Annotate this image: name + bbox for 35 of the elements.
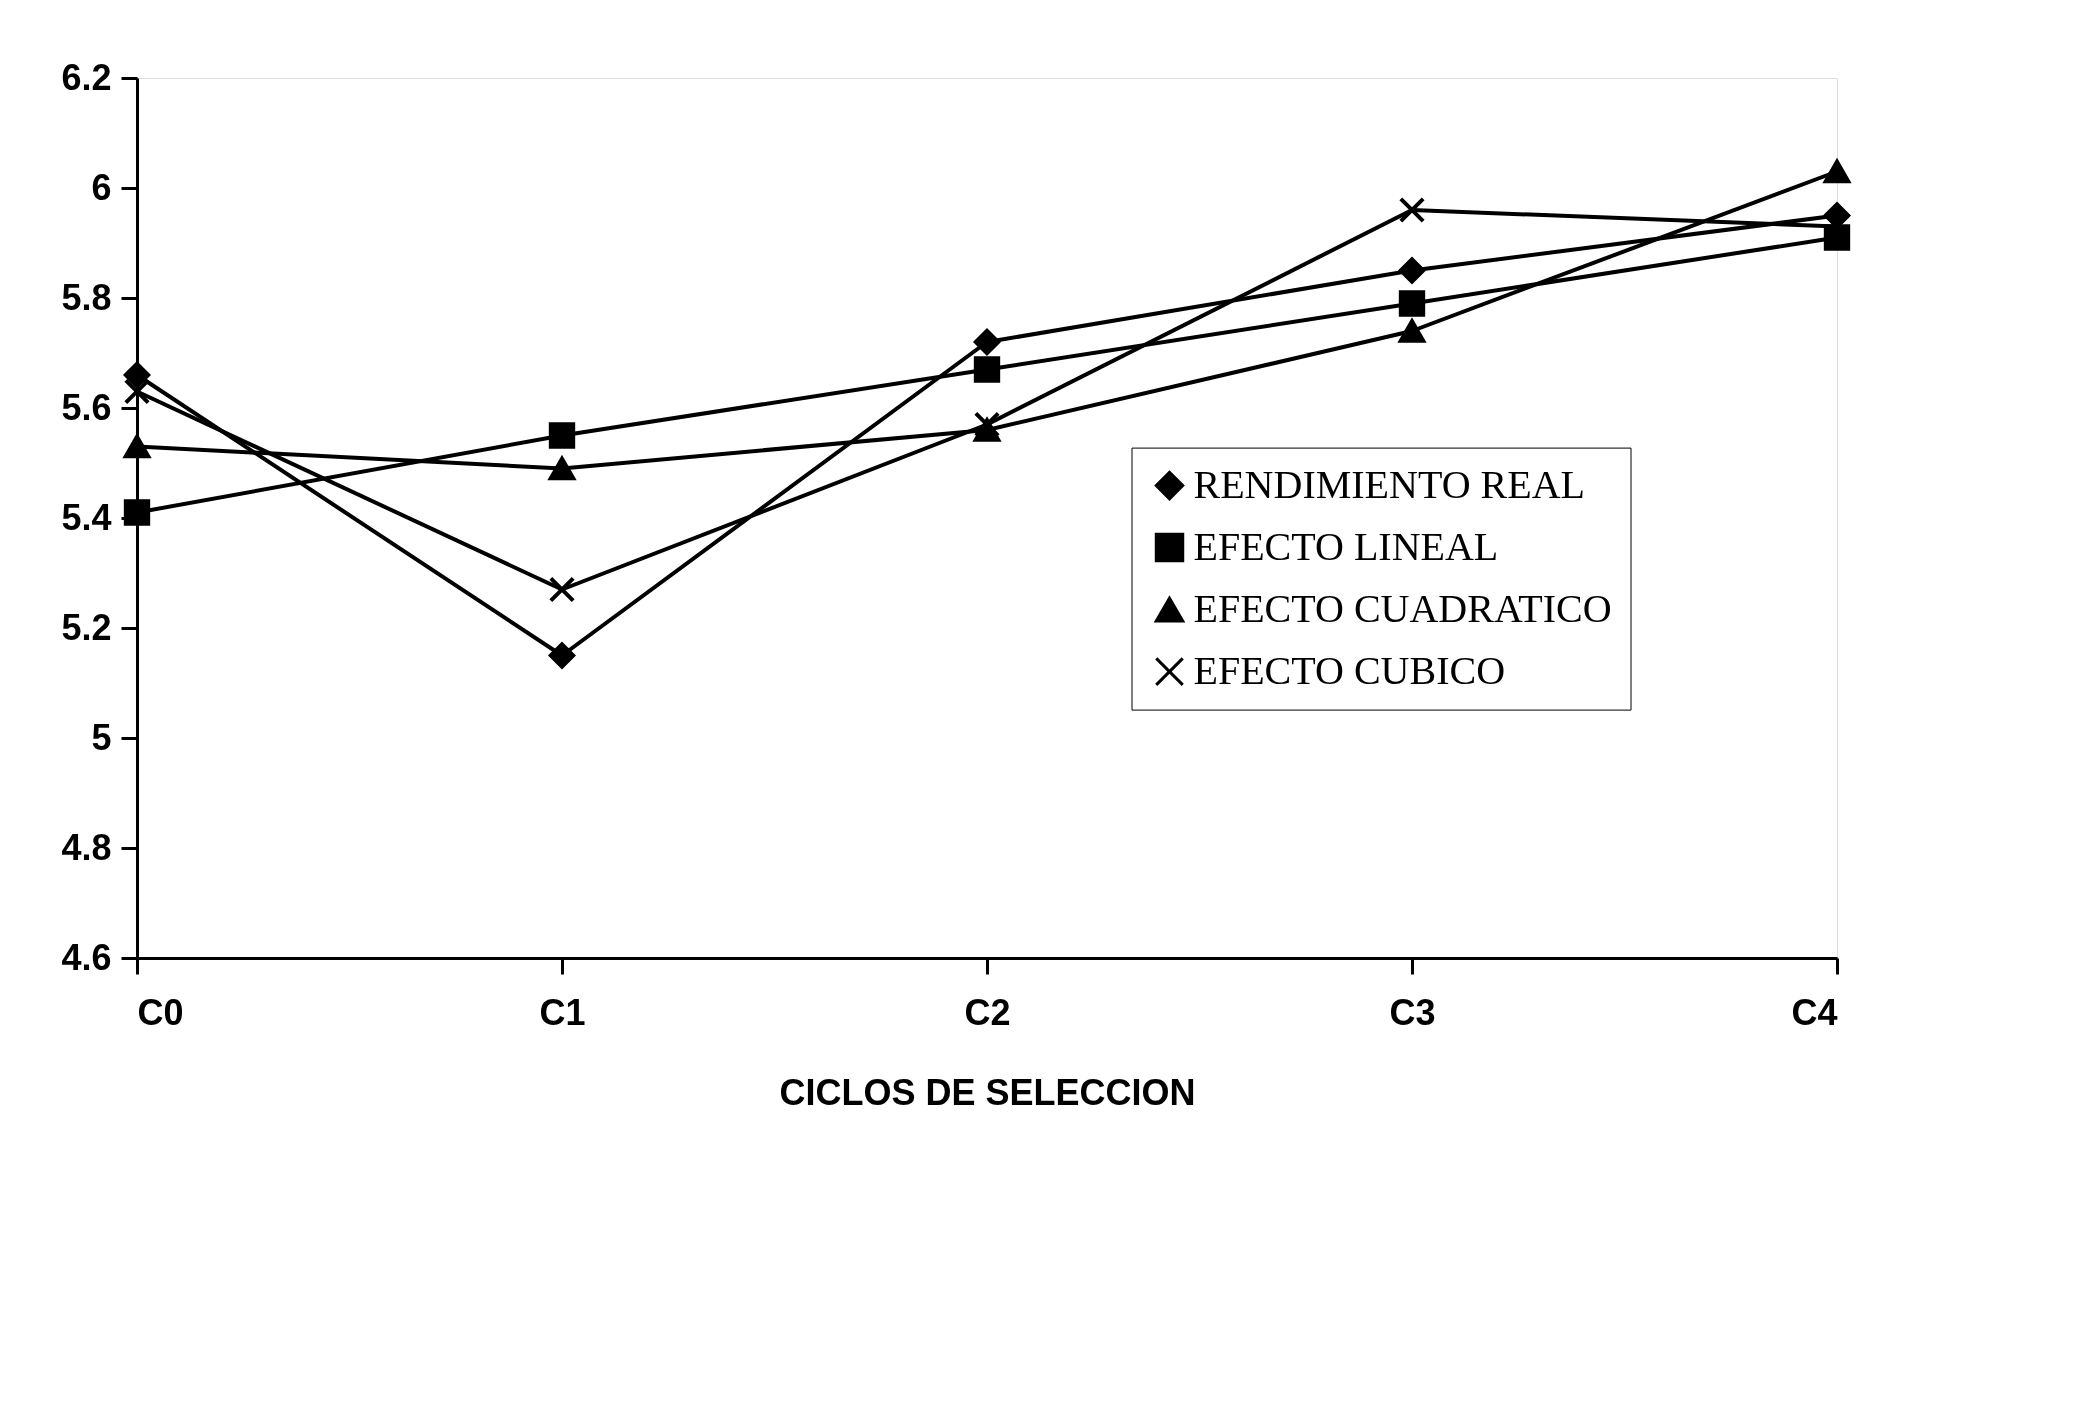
point <box>548 576 576 603</box>
point <box>1398 257 1426 284</box>
x-axis-title: CICLOS DE SELECCION <box>779 1071 1196 1113</box>
y-tick-label: 5 <box>91 716 112 758</box>
point <box>1398 319 1426 343</box>
x-tick-label: C2 <box>964 991 1011 1033</box>
legend-label: RENDIMIENTO REAL <box>1193 461 1585 507</box>
point <box>123 434 151 459</box>
point <box>973 411 1001 438</box>
point <box>123 361 151 389</box>
point <box>548 642 576 669</box>
y-tick-label: 5.8 <box>61 276 112 318</box>
legend-label: EFECTO CUBICO <box>1193 647 1506 693</box>
x-tick-label: C1 <box>539 991 586 1033</box>
y-tick-label: 6 <box>91 166 112 208</box>
y-tick-label: 6.2 <box>61 56 112 98</box>
point <box>123 378 151 405</box>
y-tick-label: 5.4 <box>61 496 112 538</box>
point <box>1823 159 1851 184</box>
y-tick-label: 4.8 <box>61 826 112 868</box>
point <box>548 456 576 481</box>
point <box>973 328 1001 356</box>
point <box>123 499 151 526</box>
y-tick-label: 5.2 <box>61 606 112 648</box>
y-tick-label: 4.6 <box>61 936 112 978</box>
x-tick-label: C4 <box>1791 991 1838 1033</box>
point <box>1398 290 1426 317</box>
legend-label: EFECTO LINEAL <box>1193 523 1499 569</box>
legend-label: EFECTO CUADRATICO <box>1193 585 1612 631</box>
x-tick-label: C0 <box>137 991 184 1033</box>
x-tick-label: C3 <box>1389 991 1436 1033</box>
y-tick-label: 5.6 <box>61 386 112 428</box>
point <box>548 422 576 449</box>
point <box>973 356 1001 383</box>
point <box>1398 196 1426 224</box>
